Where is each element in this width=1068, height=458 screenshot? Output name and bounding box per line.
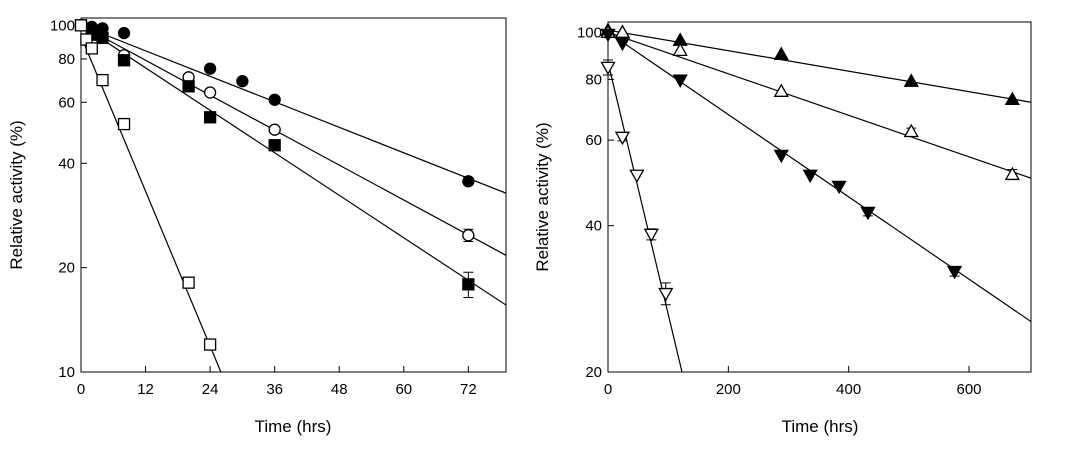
x-tick-label: 72 [460, 381, 477, 398]
marker [1004, 166, 1020, 181]
x-tick-label: 24 [202, 381, 219, 398]
marker [96, 31, 109, 45]
plot-frame [607, 21, 1032, 373]
marker [903, 123, 919, 138]
x-axis-label: Time (hrs) [782, 417, 859, 436]
marker [773, 83, 789, 97]
marker [658, 287, 674, 302]
marker [117, 54, 131, 67]
y-axis-label: Relative activity (%) [533, 122, 552, 271]
x-tick-label: 0 [604, 381, 612, 398]
x-tick-label: 12 [137, 381, 154, 398]
marker [672, 42, 688, 57]
marker [600, 28, 616, 43]
marker [203, 86, 217, 99]
chart: 0 12 24 36 48 60 72 10 20 40 60 80 100 Time (hrs) Rela… [7, 17, 507, 436]
marker [236, 75, 249, 88]
y-tick-label: 100 [50, 17, 75, 34]
y-tick-label: 80 [58, 51, 75, 68]
y-tick-label: 40 [585, 218, 602, 235]
marker [1004, 91, 1020, 105]
y-tick-label: 20 [585, 364, 602, 381]
marker [946, 265, 963, 280]
x-tick-label: 48 [331, 381, 348, 398]
y-tick-label: 40 [58, 155, 75, 172]
y-tick-label: 80 [585, 71, 602, 88]
x-axis-label: Time (hrs) [255, 417, 332, 436]
marker [203, 338, 217, 351]
marker [462, 175, 475, 188]
y-axis-label: Relative activity (%) [7, 120, 26, 269]
marker [462, 229, 475, 242]
marker [117, 117, 131, 131]
marker [268, 93, 281, 106]
marker [268, 123, 281, 136]
marker [802, 169, 818, 184]
marker [903, 73, 919, 87]
marker [773, 149, 789, 164]
marker [203, 111, 217, 124]
marker [203, 62, 217, 75]
x-tick-label: 400 [836, 381, 861, 398]
marker [831, 180, 847, 195]
marker [462, 278, 475, 291]
marker [117, 26, 131, 40]
marker [182, 276, 195, 289]
y-tick-label: 100 [577, 24, 602, 41]
marker [614, 24, 631, 38]
marker [85, 42, 98, 55]
fit-line [81, 24, 506, 256]
fit-line [81, 36, 222, 372]
y-tick-label: 60 [585, 132, 602, 149]
x-tick-label: 0 [77, 381, 85, 398]
fit-line [81, 24, 506, 194]
marker [614, 131, 631, 146]
y-tick-label: 10 [58, 364, 75, 381]
marker [182, 80, 195, 93]
marker [600, 61, 616, 76]
x-tick-label: 36 [266, 381, 283, 398]
fit-line [608, 29, 1031, 103]
fit-line [608, 31, 1031, 179]
y-tick-label: 60 [58, 94, 75, 111]
marker [860, 206, 876, 221]
marker [773, 46, 789, 60]
fit-line [81, 24, 506, 306]
y-tick-label: 20 [58, 260, 75, 277]
chart: 0 200 400 600 20 40 60 80 100 Time (hrs) Relative … [533, 21, 1032, 436]
marker [672, 74, 688, 89]
marker [614, 37, 631, 52]
marker [643, 228, 659, 243]
plot-frame [80, 17, 507, 373]
x-tick-label: 200 [716, 381, 741, 398]
marker [96, 73, 109, 87]
marker [629, 169, 645, 184]
marker [268, 139, 281, 152]
x-tick-label: 60 [395, 381, 412, 398]
fit-line [608, 62, 683, 372]
fit-line [608, 31, 1031, 323]
marker [74, 19, 88, 32]
x-tick-label: 600 [957, 381, 982, 398]
